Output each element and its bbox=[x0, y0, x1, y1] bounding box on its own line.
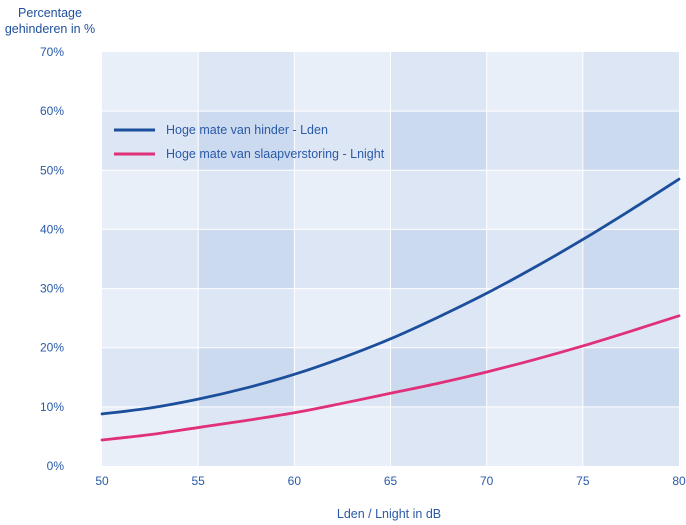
grid-cell bbox=[294, 111, 391, 171]
series-line-lden bbox=[100, 177, 681, 416]
grid-cell bbox=[198, 52, 295, 112]
grid-cell bbox=[486, 347, 583, 407]
grid-cell bbox=[582, 406, 679, 466]
grid-cell bbox=[486, 229, 583, 289]
grid-cell bbox=[294, 170, 391, 230]
chart-legend: Hoge mate van hinder - Lden Hoge mate van… bbox=[114, 123, 385, 161]
grid-cell bbox=[582, 111, 679, 171]
grid-cell bbox=[390, 347, 487, 407]
grid-cell bbox=[198, 288, 295, 348]
grid-cell bbox=[486, 288, 583, 348]
grid-cell bbox=[582, 347, 679, 407]
x-tick-label: 75 bbox=[576, 474, 590, 488]
grid-cell bbox=[390, 406, 487, 466]
y-axis-ticks: 0% 10% 20% 30% 40% 50% 60% 70% bbox=[40, 45, 64, 473]
grid-cell bbox=[294, 406, 391, 466]
x-axis-ticks: 50 55 60 65 70 75 80 bbox=[95, 474, 686, 488]
grid-cell bbox=[198, 111, 295, 171]
grid-cell bbox=[198, 170, 295, 230]
y-tick-label: 0% bbox=[47, 459, 65, 473]
grid-cell bbox=[486, 406, 583, 466]
legend-label: Hoge mate van slaapverstoring - Lnight bbox=[166, 147, 385, 161]
x-axis-title: Lden / Lnight in dB bbox=[337, 507, 441, 521]
x-tick-label: 65 bbox=[384, 474, 398, 488]
legend-label: Hoge mate van hinder - Lden bbox=[166, 123, 328, 137]
y-axis-title-line-2: gehinderen in % bbox=[4, 22, 96, 36]
y-tick-label: 30% bbox=[40, 282, 64, 296]
y-tick-label: 10% bbox=[40, 400, 64, 414]
grid-cell bbox=[390, 170, 487, 230]
grid-cell bbox=[582, 52, 679, 112]
chart-series bbox=[100, 177, 681, 442]
y-tick-label: 40% bbox=[40, 222, 64, 236]
grid-cell bbox=[102, 406, 199, 466]
grid-cell bbox=[102, 288, 199, 348]
grid-cell bbox=[582, 229, 679, 289]
grid-cell bbox=[294, 229, 391, 289]
grid-cell bbox=[582, 170, 679, 230]
x-tick-label: 50 bbox=[95, 474, 109, 488]
y-axis-title-line-1: Percentage bbox=[18, 6, 82, 20]
x-tick-label: 80 bbox=[672, 474, 686, 488]
y-tick-label: 50% bbox=[40, 163, 64, 177]
series-line-lnight bbox=[100, 314, 681, 442]
x-tick-label: 55 bbox=[191, 474, 205, 488]
grid-cell bbox=[198, 229, 295, 289]
grid-cell bbox=[390, 111, 487, 171]
grid-cell bbox=[390, 52, 487, 112]
grid-cell bbox=[486, 111, 583, 171]
grid-cell bbox=[102, 111, 199, 171]
grid-cell bbox=[582, 288, 679, 348]
grid-cell bbox=[294, 288, 391, 348]
grid-cell bbox=[102, 170, 199, 230]
grid-cell bbox=[486, 52, 583, 112]
x-tick-label: 70 bbox=[480, 474, 494, 488]
grid-cell bbox=[102, 347, 199, 407]
grid-cell bbox=[102, 229, 199, 289]
y-tick-label: 70% bbox=[40, 45, 64, 59]
grid-cell bbox=[294, 52, 391, 112]
y-tick-label: 20% bbox=[40, 341, 64, 355]
chart-background-grid bbox=[102, 52, 679, 466]
x-tick-label: 60 bbox=[288, 474, 302, 488]
y-tick-label: 60% bbox=[40, 104, 64, 118]
grid-cell bbox=[102, 52, 199, 112]
grid-cell bbox=[390, 229, 487, 289]
grid-cell bbox=[486, 170, 583, 230]
